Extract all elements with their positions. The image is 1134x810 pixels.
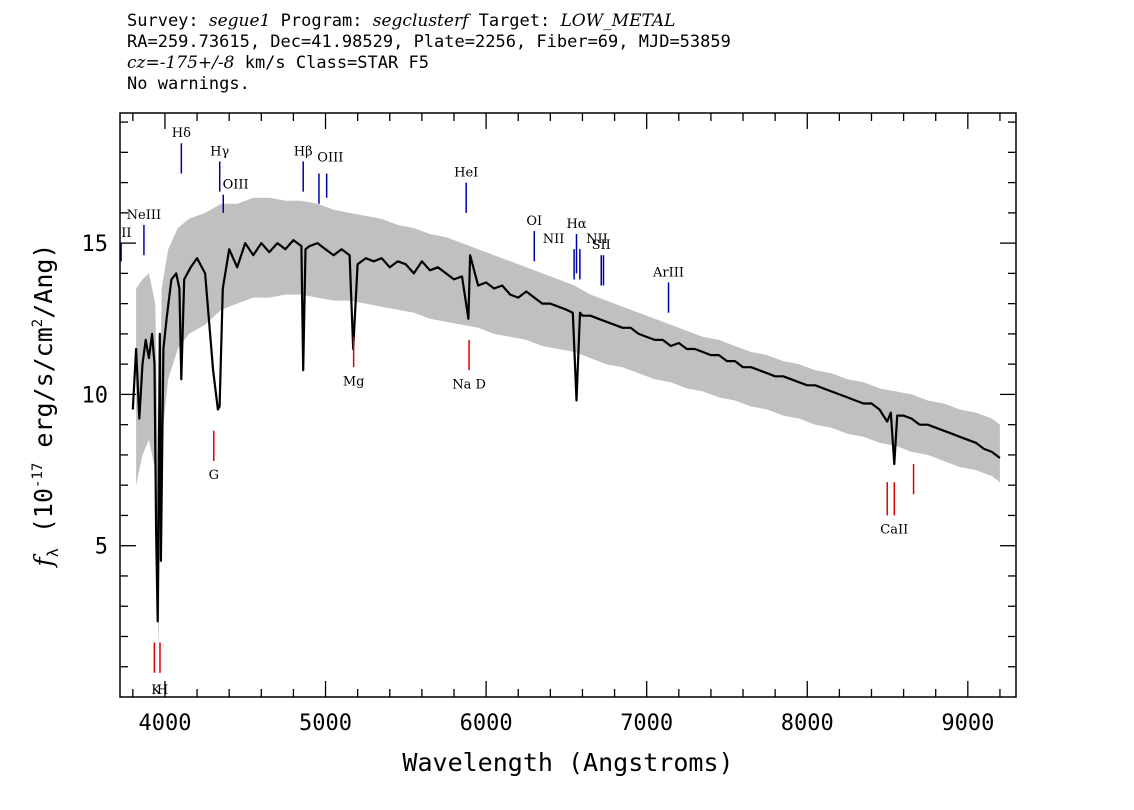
axes: 4000 5000 6000 7000 8000 9000 5 10 15	[82, 113, 1016, 736]
flux-line	[131, 239, 1001, 623]
spectrum-header: Survey: segue1 Program: segclusterf Targ…	[127, 11, 731, 95]
target-value: LOW_METAL	[560, 11, 676, 31]
emission-line-label: OI	[526, 214, 542, 229]
emission-line-label: OII	[111, 226, 132, 241]
program-value: segclusterf	[372, 11, 469, 31]
x-tick-label: 5000	[299, 711, 352, 736]
header-line-1: Survey: segue1 Program: segclusterf Targ…	[127, 11, 731, 32]
cz-value: -175+/-8	[159, 53, 235, 73]
header-line-4: No warnings.	[127, 74, 250, 94]
survey-label: Survey:	[127, 11, 209, 31]
x-tick-label: 9000	[941, 711, 994, 736]
x-tick-label: 6000	[460, 711, 513, 736]
absorption-line-label: G	[209, 468, 219, 483]
emission-line-label: Hβ	[294, 144, 313, 159]
x-tick-label: 4000	[138, 711, 191, 736]
emission-line-label: OIII	[317, 150, 343, 165]
absorption-line-label: Mg	[343, 374, 365, 389]
y-tick-label: 15	[82, 232, 109, 257]
emission-line-label: HeI	[454, 166, 478, 181]
error-band	[136, 197, 1000, 652]
program-label: Program:	[270, 11, 373, 31]
header-line-3: cz=-175+/-8 km/s Class=STAR F5	[127, 53, 731, 74]
emission-line-label: NII	[543, 232, 565, 247]
target-label: Target:	[468, 11, 561, 31]
emission-line-label: Hα	[566, 217, 586, 232]
y-tick-label: 5	[95, 535, 108, 560]
emission-line-label: OIII	[223, 178, 249, 193]
y-axis-title: fλ (10-17 erg/s/cm2/Ang)	[29, 244, 62, 569]
emission-line-label: Hγ	[210, 144, 229, 159]
absorption-line-label: Na D	[452, 377, 486, 392]
x-axis-title: Wavelength (Angstroms)	[402, 748, 733, 777]
y-tick-label: 10	[82, 383, 109, 408]
cz-label: cz=	[127, 53, 160, 73]
header-line-2: RA=259.73615, Dec=41.98529, Plate=2256, …	[127, 32, 731, 52]
plot-frame	[119, 112, 1017, 698]
x-tick-label: 7000	[620, 711, 673, 736]
emission-line-label: SII	[592, 238, 611, 253]
absorption-line-label: H	[157, 683, 168, 698]
emission-line-label: ArIII	[652, 265, 684, 280]
class-text: km/s Class=STAR F5	[234, 53, 429, 73]
survey-value: segue1	[208, 11, 271, 31]
emission-line-label: NII	[586, 232, 608, 247]
emission-line-label: Hδ	[172, 126, 191, 141]
emission-line-label: NeIII	[127, 208, 161, 223]
absorption-line-label: K	[151, 683, 161, 698]
x-tick-label: 8000	[781, 711, 834, 736]
absorption-line-label: CaII	[880, 523, 908, 538]
